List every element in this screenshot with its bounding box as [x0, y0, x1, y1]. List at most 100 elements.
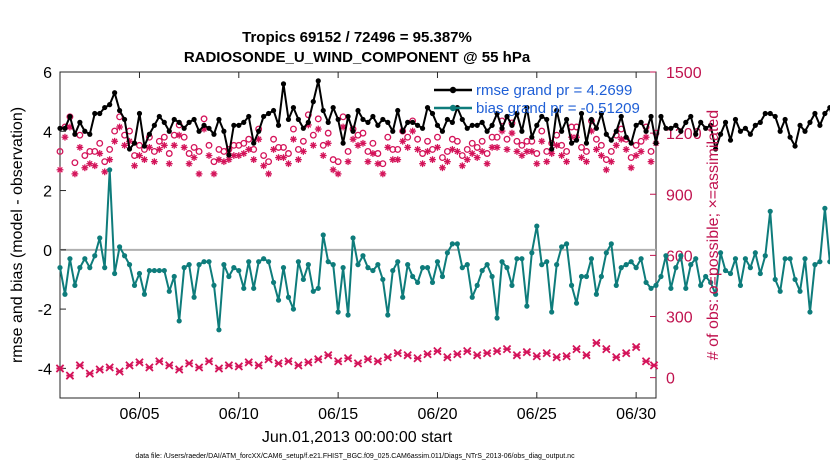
obs-assimilated-point [210, 170, 218, 178]
rmse-point [504, 113, 510, 120]
obs-low-point [343, 354, 353, 363]
bias-point [767, 208, 773, 214]
obs-low-point [482, 348, 492, 358]
obs-possible-point [190, 143, 198, 151]
obs-assimilated-point [508, 129, 516, 137]
obs-assimilated-point [612, 141, 620, 149]
rmse-point [256, 128, 262, 134]
rmse-point [410, 119, 416, 125]
obs-assimilated-point [170, 141, 178, 149]
rmse-point [713, 146, 719, 152]
star-stroke [449, 146, 456, 153]
bias-point [787, 256, 793, 262]
obs-assimilated-point [319, 152, 327, 159]
bias-point [762, 253, 768, 259]
star-stroke [240, 150, 247, 157]
bias-point [802, 256, 808, 262]
bias-point [176, 318, 182, 324]
star-stroke [171, 142, 178, 149]
obs-assimilated-point [245, 146, 253, 153]
star-stroke [255, 136, 262, 143]
rmse-point [762, 110, 768, 117]
bias-point [673, 265, 679, 271]
obs-assimilated-point [439, 164, 446, 172]
bias-point [668, 285, 674, 291]
bias-point [360, 253, 366, 259]
obs-possible-point [165, 150, 173, 157]
bias-point [554, 262, 560, 268]
rmse-point [419, 125, 426, 131]
bias-point [305, 262, 311, 268]
obs-assimilated-point [563, 158, 570, 166]
x-axis: 06/05 06/10 06/15 06/20 06/25 06/30 [119, 72, 656, 423]
obs-low-point [224, 361, 234, 370]
star-stroke [201, 126, 207, 132]
bias-point [390, 267, 396, 274]
obs-low-point [105, 363, 114, 372]
bias-points [57, 167, 830, 333]
star-stroke [265, 171, 272, 177]
obs-assimilated-point [473, 154, 481, 161]
bias-point [82, 256, 88, 262]
obs-assimilated-point [250, 156, 258, 164]
rmse-point [474, 122, 480, 128]
bias-point [633, 265, 639, 271]
star-stroke [643, 134, 649, 141]
obs-possible-point [503, 135, 511, 143]
rmse-point [752, 122, 758, 128]
obs-assimilated-point [444, 158, 451, 166]
rmse-point [683, 119, 689, 125]
obs-low-point [244, 358, 253, 367]
obs-low-point [194, 363, 204, 372]
star-stroke [623, 146, 630, 153]
obs-assimilated-point [553, 141, 561, 149]
obs-assimilated-point [409, 127, 417, 135]
obs-possible-point [538, 127, 546, 135]
rmse-point [568, 140, 575, 146]
bias-point [67, 256, 73, 262]
bias-point [256, 259, 262, 265]
rmse-point [295, 116, 301, 123]
obs-assimilated-point [290, 135, 297, 143]
y-axis-left: -4 -2 0 2 4 6 [38, 65, 66, 378]
obs-assimilated-point [121, 141, 128, 149]
bias-point [151, 267, 157, 274]
rmse-point [325, 119, 331, 125]
bias-point [568, 282, 575, 288]
bias-point [549, 309, 555, 315]
obs-low-point [95, 365, 104, 374]
bias-point [703, 273, 709, 280]
bias-point [628, 259, 634, 265]
obs-assimilated-point [295, 156, 302, 164]
obs-low-point [333, 357, 343, 366]
obs-assimilated-point [513, 148, 521, 155]
star-stroke [593, 146, 600, 153]
rmse-point [156, 113, 162, 120]
rmse-point [464, 125, 470, 131]
obs-possible-point [592, 135, 600, 143]
star-stroke [633, 152, 639, 159]
obs-possible-point [458, 152, 466, 159]
obs-assimilated-point [240, 150, 248, 157]
obs-low-point [612, 353, 621, 362]
rmse-point [92, 110, 98, 117]
obs-assimilated-point [270, 146, 277, 153]
rmse-point [340, 140, 346, 146]
bias-point [519, 256, 525, 262]
y-tick-label: 6 [43, 65, 52, 82]
obs-assimilated-point [91, 162, 99, 170]
bias-point [663, 253, 669, 259]
bias-point [221, 262, 227, 268]
obs-low-point [433, 346, 442, 356]
rmse-point [827, 104, 830, 111]
bias-point [608, 241, 614, 247]
rmse-point [643, 128, 649, 134]
star-stroke [101, 168, 108, 175]
y-tick-label: -2 [38, 302, 52, 319]
rmse-point [380, 116, 386, 123]
rmse-point [767, 110, 773, 117]
bias-point [464, 262, 470, 268]
obs-possible-point [438, 154, 446, 162]
obs-possible-point [270, 135, 278, 143]
star-stroke [548, 150, 555, 157]
